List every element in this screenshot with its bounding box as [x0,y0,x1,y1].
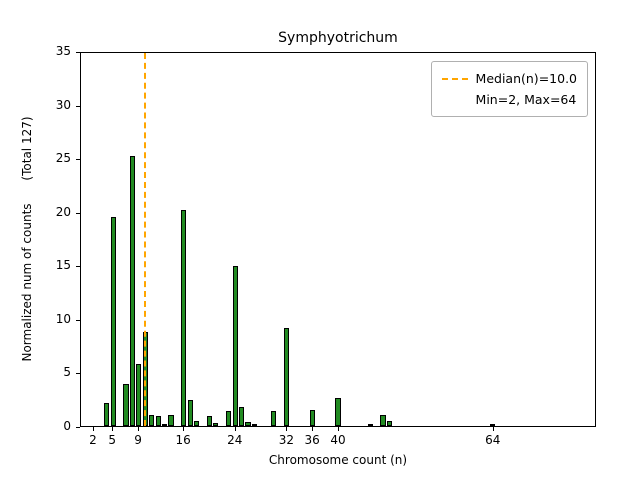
bar [187,400,193,426]
bar [251,423,258,426]
legend-label-median: Median(n)=10.0 [475,71,577,86]
y-tick-label: 10 [55,311,71,326]
bar [245,421,251,426]
y-tick-label: 5 [63,365,71,380]
y-tick-label: 0 [63,419,71,433]
bar [149,415,155,426]
legend-entry-minmax: Min=2, Max=64 [476,90,577,111]
y-tick-label: 35 [55,44,71,58]
x-tick-label: 24 [227,433,243,447]
bar [129,156,135,426]
x-tick-mark [286,427,288,431]
bar [213,422,219,426]
x-tick-label: 32 [278,433,295,447]
bar [380,415,386,426]
bar [136,364,142,426]
y-tick-mark [76,427,80,428]
bar [123,384,129,426]
y-tick-mark [76,373,80,375]
x-tick-mark [338,427,339,431]
bar [489,424,495,427]
bar [155,416,161,426]
x-tick-mark [183,427,185,431]
y-tick-mark [76,319,80,321]
x-tick-label: 5 [108,433,117,447]
bar [386,420,392,426]
x-tick-mark [492,427,494,431]
x-axis-label: Chromosome count (n) [268,453,408,467]
x-tick-label: 64 [485,433,501,447]
y-tick-mark [76,212,80,214]
median-dashed-line-icon [441,78,468,81]
y-tick-label: 30 [55,97,71,112]
bar [104,402,110,426]
median-line [144,53,147,426]
x-tick-label: 2 [89,433,97,447]
bar [367,423,373,426]
bar [110,217,116,426]
x-tick-label: 40 [330,433,346,447]
legend: Median(n)=10.0 Min=2, Max=64 [430,61,588,118]
bar [284,327,290,426]
y-tick-mark [76,105,80,107]
legend-label-minmax: Min=2, Max=64 [475,91,577,107]
y-tick-label: 20 [55,204,71,219]
y-tick-mark [76,266,80,268]
bar [309,410,315,426]
y-tick-label: 25 [55,151,71,166]
legend-entry-median: Median(n)=10.0 [441,69,577,90]
x-tick-label: 36 [304,433,320,447]
y-tick-label: 15 [55,258,71,273]
y-tick-mark [76,159,80,161]
bar [194,420,200,426]
chart-title: Symphyotrichum [278,30,398,46]
y-tick-mark [76,52,80,53]
x-tick-mark [92,427,94,431]
bar [232,266,238,426]
bar [335,398,341,426]
bar [239,406,245,426]
bar [168,415,174,426]
x-tick-mark [312,427,314,431]
x-tick-mark [112,427,114,431]
x-tick-label: 9 [134,433,142,447]
x-tick-label: 16 [175,433,191,447]
x-tick-mark [234,427,236,431]
bar [271,411,277,426]
x-tick-mark [138,427,140,431]
bar [226,411,232,426]
bar [161,423,168,426]
bar [206,416,213,426]
bar [181,209,187,426]
